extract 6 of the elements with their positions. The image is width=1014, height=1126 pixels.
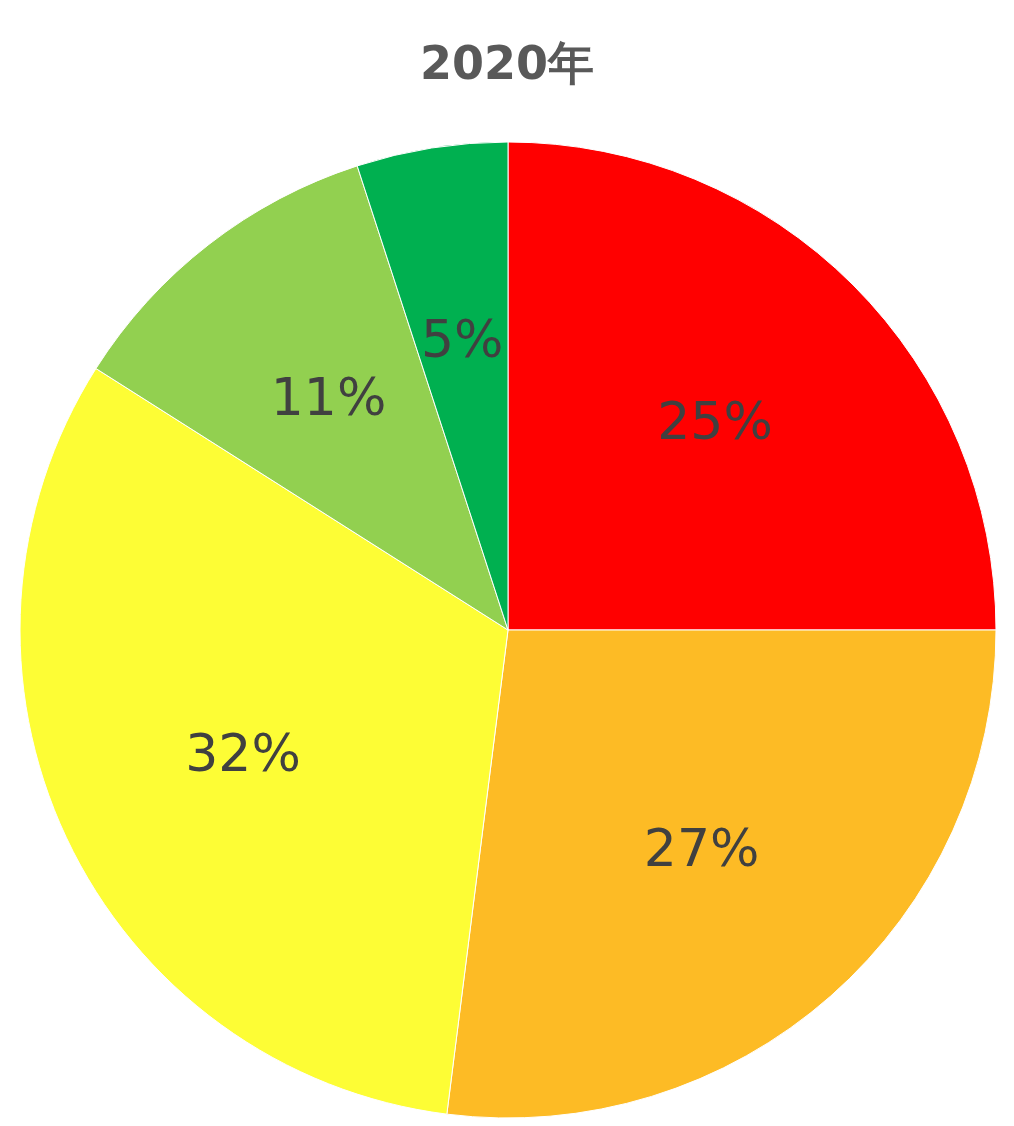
- data-label: 25%: [657, 390, 773, 451]
- chart-title: 2020年: [419, 36, 595, 90]
- data-label: 27%: [643, 817, 760, 878]
- data-label: 32%: [185, 722, 301, 783]
- data-label: 5%: [420, 308, 504, 369]
- data-label: 11%: [270, 366, 387, 427]
